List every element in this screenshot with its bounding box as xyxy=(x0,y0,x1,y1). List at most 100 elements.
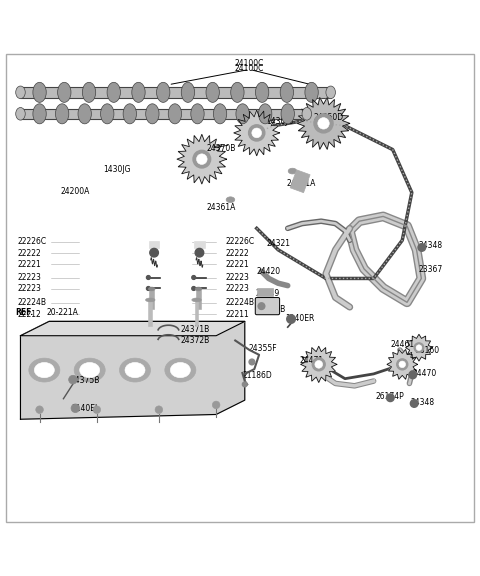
Bar xyxy=(195,300,199,326)
Ellipse shape xyxy=(78,104,91,124)
Circle shape xyxy=(414,343,424,353)
Text: 22221: 22221 xyxy=(17,260,41,268)
Ellipse shape xyxy=(83,82,96,103)
Text: 22223: 22223 xyxy=(226,285,250,293)
Circle shape xyxy=(409,371,417,378)
Circle shape xyxy=(386,394,394,401)
Bar xyxy=(21,87,331,97)
Text: 22222: 22222 xyxy=(17,249,41,257)
Text: 22226C: 22226C xyxy=(17,237,46,246)
Circle shape xyxy=(146,275,150,279)
Text: 24361A: 24361A xyxy=(206,203,236,213)
Ellipse shape xyxy=(305,82,318,103)
Ellipse shape xyxy=(255,82,269,103)
Ellipse shape xyxy=(226,197,235,203)
Ellipse shape xyxy=(145,298,155,302)
Ellipse shape xyxy=(326,86,336,98)
Ellipse shape xyxy=(107,82,120,103)
Text: 1430JG: 1430JG xyxy=(103,165,130,174)
Ellipse shape xyxy=(33,82,46,103)
Text: 24370B: 24370B xyxy=(206,143,236,153)
Text: 24410B: 24410B xyxy=(256,305,286,314)
Text: 22224B: 22224B xyxy=(226,298,255,307)
Ellipse shape xyxy=(236,104,249,124)
Bar xyxy=(194,241,204,248)
Circle shape xyxy=(192,287,196,290)
Text: 24348: 24348 xyxy=(411,398,435,407)
Circle shape xyxy=(249,125,265,141)
Polygon shape xyxy=(406,334,432,361)
Circle shape xyxy=(195,248,204,257)
Bar xyxy=(148,300,152,326)
Text: 22223: 22223 xyxy=(17,274,41,282)
Circle shape xyxy=(242,382,247,387)
Ellipse shape xyxy=(168,104,181,124)
Ellipse shape xyxy=(29,358,60,382)
Ellipse shape xyxy=(123,104,136,124)
Polygon shape xyxy=(21,321,245,336)
Text: 24361A: 24361A xyxy=(287,180,316,188)
Circle shape xyxy=(418,244,426,251)
Ellipse shape xyxy=(170,362,191,378)
Ellipse shape xyxy=(206,82,219,103)
Circle shape xyxy=(318,118,329,129)
Polygon shape xyxy=(177,134,227,184)
Ellipse shape xyxy=(191,104,204,124)
Text: 24461: 24461 xyxy=(390,340,414,349)
Ellipse shape xyxy=(148,287,155,291)
Text: 1140EJ: 1140EJ xyxy=(72,404,98,413)
Ellipse shape xyxy=(74,358,105,382)
Circle shape xyxy=(252,128,262,138)
Ellipse shape xyxy=(16,108,25,120)
Circle shape xyxy=(287,314,295,323)
Text: 22211: 22211 xyxy=(226,310,250,319)
Bar xyxy=(149,290,154,309)
Text: 22223: 22223 xyxy=(226,274,250,282)
Text: 24372B: 24372B xyxy=(180,335,210,344)
Text: 20-221A: 20-221A xyxy=(47,308,79,317)
Bar xyxy=(290,170,310,193)
Circle shape xyxy=(155,406,163,414)
Circle shape xyxy=(314,114,333,133)
Text: REF.: REF. xyxy=(16,308,34,317)
Circle shape xyxy=(192,275,196,279)
Circle shape xyxy=(315,361,323,368)
Ellipse shape xyxy=(58,82,71,103)
Text: 22212: 22212 xyxy=(17,310,41,319)
Bar xyxy=(149,241,159,248)
Circle shape xyxy=(93,406,101,414)
Circle shape xyxy=(36,406,43,414)
Circle shape xyxy=(397,359,408,370)
Ellipse shape xyxy=(101,104,114,124)
Bar xyxy=(257,287,274,296)
Ellipse shape xyxy=(231,82,244,103)
Ellipse shape xyxy=(34,362,54,378)
Circle shape xyxy=(71,404,80,412)
Circle shape xyxy=(416,345,422,351)
Text: 24100C: 24100C xyxy=(235,59,264,69)
Circle shape xyxy=(410,400,418,407)
Text: 22222: 22222 xyxy=(226,249,250,257)
Text: 24348: 24348 xyxy=(419,241,443,249)
Text: 24471: 24471 xyxy=(300,356,324,365)
Circle shape xyxy=(150,248,158,257)
Ellipse shape xyxy=(156,82,170,103)
Text: 24321: 24321 xyxy=(266,239,290,248)
Text: 1140ER: 1140ER xyxy=(285,313,314,323)
Circle shape xyxy=(196,154,207,164)
Ellipse shape xyxy=(56,104,69,124)
Text: 22226C: 22226C xyxy=(226,237,255,246)
Ellipse shape xyxy=(146,104,159,124)
Circle shape xyxy=(399,361,406,367)
Ellipse shape xyxy=(195,287,202,291)
Ellipse shape xyxy=(149,237,159,245)
Text: 24375B: 24375B xyxy=(71,376,100,385)
Circle shape xyxy=(249,359,255,365)
Text: 24349: 24349 xyxy=(255,289,279,298)
Polygon shape xyxy=(387,350,418,379)
Ellipse shape xyxy=(80,362,100,378)
Ellipse shape xyxy=(125,362,145,378)
Ellipse shape xyxy=(280,82,294,103)
Ellipse shape xyxy=(192,298,201,302)
Circle shape xyxy=(146,287,150,290)
